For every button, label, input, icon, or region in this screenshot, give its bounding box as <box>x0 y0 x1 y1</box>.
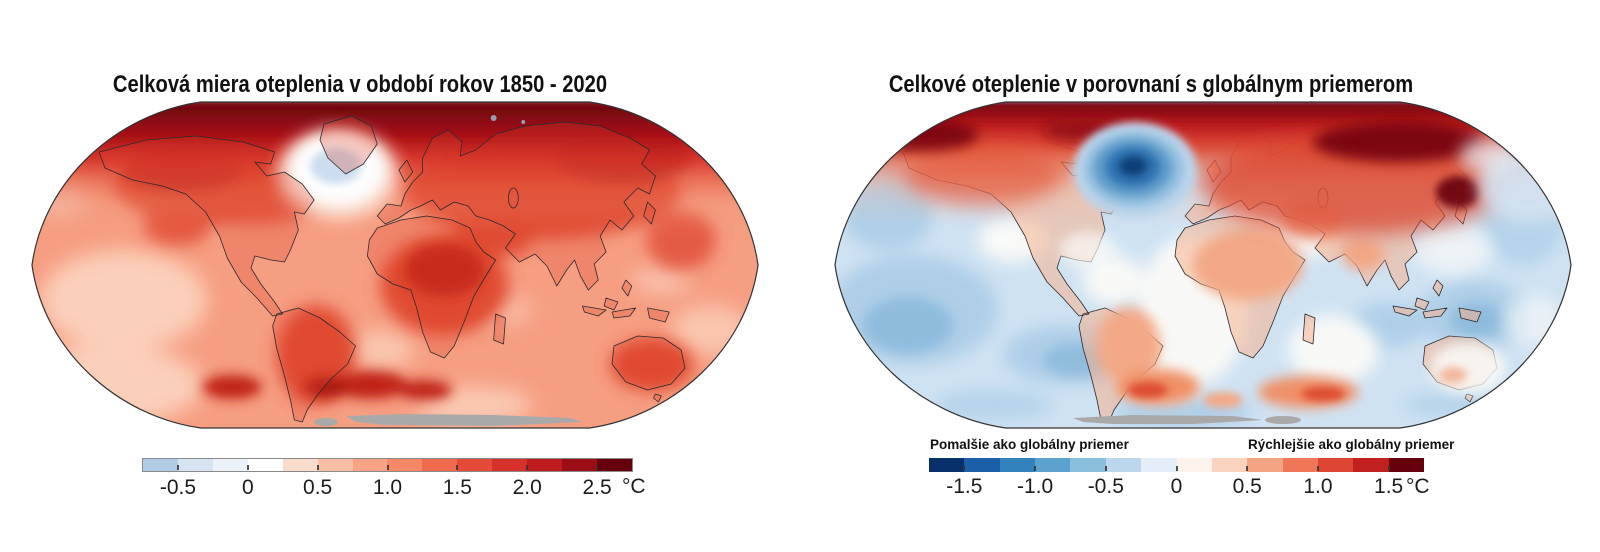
colorbar-segment <box>143 459 178 471</box>
north-atlantic-cooling-blob <box>1073 122 1197 218</box>
colorbar-tick <box>963 466 966 471</box>
colorbar-segment <box>177 459 213 471</box>
relative-warming-colorbar: -1.5 -1.0 -0.5 0 0.5 1.0 1.5 <box>929 458 1425 498</box>
arctic-ice-specks <box>490 115 526 124</box>
slower-than-average-label: Pomalšie ako globálny priemer <box>930 437 1129 452</box>
colorbar-segment <box>1176 458 1212 472</box>
colorbar-segment <box>422 459 458 471</box>
colorbar-segment <box>1282 458 1318 472</box>
colorbar-segment <box>999 458 1036 472</box>
colorbar-tick-label: -1.0 <box>1016 475 1054 498</box>
colorbar-segment <box>596 459 632 471</box>
colorbar-segment <box>317 459 353 471</box>
colorbar-tick <box>596 465 599 470</box>
map-outline <box>834 101 1572 429</box>
relative-warming-map <box>834 101 1572 429</box>
colorbar-tick <box>176 465 179 470</box>
colorbar-segment <box>1141 458 1177 472</box>
colorbar-tick-label: -0.5 <box>1087 475 1124 498</box>
southern-ocean-warm-spots <box>1116 369 1358 408</box>
colorbar-tick <box>1104 466 1107 471</box>
colorbar-tick-label: 2.0 <box>512 476 542 499</box>
colorbar-segments <box>143 459 632 471</box>
total-warming-colorbar: -0.5 0 0.5 1.0 1.5 2.0 2.5 <box>142 458 633 499</box>
colorbar-segment <box>1070 458 1106 472</box>
colorbar-segment <box>1317 458 1354 472</box>
colorbar-tick <box>246 465 249 470</box>
colorbar-tick-label: 0.5 <box>303 476 333 499</box>
map-outline <box>31 101 759 429</box>
colorbar-tick <box>386 465 389 470</box>
colorbar-tick-label: 0.5 <box>1232 475 1262 498</box>
colorbar-segment <box>247 459 283 471</box>
colorbar-segment <box>562 459 597 471</box>
colorbar-segment <box>1353 458 1389 472</box>
colorbar-segment <box>527 459 563 471</box>
right-colorbar-unit: °C <box>1406 475 1430 498</box>
north-atlantic-warming-hole <box>276 128 399 220</box>
colorbar-segment <box>1105 458 1142 472</box>
colorbar-segment <box>457 459 493 471</box>
colorbar-tick-label: 1.0 <box>1303 475 1333 498</box>
colorbar-tick <box>456 465 459 470</box>
colorbar-segments <box>929 458 1425 472</box>
colorbar-tick-label: 2.5 <box>582 476 612 499</box>
total-warming-map <box>31 101 759 429</box>
faster-than-average-label: Rýchlejšie ako globálny priemer <box>1248 437 1455 452</box>
colorbar-tick <box>526 465 529 470</box>
left-colorbar-unit: °C <box>622 475 646 498</box>
colorbar-tick-label: 1.5 <box>1374 475 1404 498</box>
colorbar-tick <box>1316 466 1319 471</box>
colorbar-segment <box>964 458 1000 472</box>
land-coastlines <box>98 115 716 423</box>
antarctica-no-data-strip <box>1073 415 1301 424</box>
page-title-relative-warming: Celkové oteplenie v porovnaní s globálny… <box>888 71 1414 98</box>
colorbar-segment <box>1211 458 1248 472</box>
colorbar-segment <box>1388 458 1425 472</box>
colorbar-tick-label: 1.5 <box>442 476 472 499</box>
colorbar-segment <box>929 458 965 472</box>
page-title-total-warming: Celková miera oteplenia v období rokov 1… <box>112 71 608 98</box>
colorbar-segment <box>212 459 248 471</box>
colorbar-segment <box>387 459 423 471</box>
colorbar-tick <box>316 465 319 470</box>
colorbar-tick <box>1246 466 1249 471</box>
colorbar-segment <box>1247 458 1283 472</box>
colorbar-segment <box>282 459 318 471</box>
colorbar-tick-label: 0 <box>1170 475 1183 498</box>
colorbar-tick <box>1387 466 1390 471</box>
colorbar-tick-label: -1.5 <box>946 475 983 498</box>
colorbar-tick <box>1034 466 1037 471</box>
colorbar-tick-label: 0 <box>241 476 254 499</box>
colorbar-tick-label: -0.5 <box>159 476 197 499</box>
colorbar-segment <box>352 459 388 471</box>
colorbar-tick <box>1175 466 1178 471</box>
colorbar-segment <box>492 459 528 471</box>
colorbar-tick-label: 1.0 <box>372 476 403 499</box>
antarctica-no-data-strip <box>314 414 583 426</box>
land-relative-adjustments <box>1060 202 1506 394</box>
colorbar-segment <box>1035 458 1071 472</box>
